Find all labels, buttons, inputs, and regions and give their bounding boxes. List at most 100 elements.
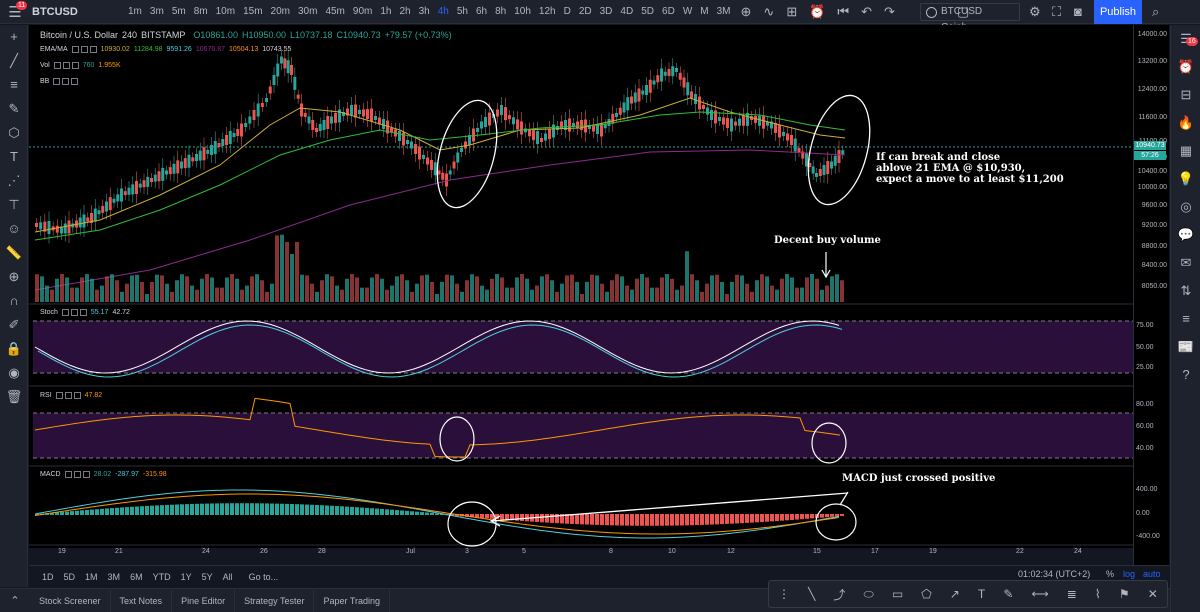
timeframe-45m[interactable]: 45m [325,5,345,17]
tab-strategy-tester[interactable]: Strategy Tester [235,589,315,612]
order-panel-icon[interactable]: ⇅ [1180,283,1192,298]
range-ytd[interactable]: YTD [152,571,171,582]
measure-tool-icon[interactable]: ⟷ [1031,587,1049,601]
crosshair-icon[interactable]: + [10,29,18,44]
timeframe-W[interactable]: W [682,5,693,17]
timeframe-5h[interactable]: 5h [456,5,468,17]
eye-icon[interactable]: ◉ [8,365,20,380]
tab-paper-trading[interactable]: Paper Trading [314,589,391,612]
pattern-icon[interactable]: ⋰ [7,173,21,188]
redo-icon[interactable]: ↷ [884,3,895,19]
ellipse-tool-icon[interactable]: ⬭ [863,586,874,601]
timeframe-1h[interactable]: 1h [380,5,392,17]
timeframe-15m[interactable]: 15m [243,5,263,17]
shape-icon[interactable]: ⬡ [8,125,20,140]
range-1d[interactable]: 1D [42,571,54,582]
timeframe-6D[interactable]: 6D [662,5,675,17]
indicators-icon[interactable]: ∿ [763,3,775,19]
log-scale-toggle[interactable]: log [1123,569,1136,579]
percent-scale-toggle[interactable]: % [1106,569,1115,579]
polygon-tool-icon[interactable]: ⬠ [921,587,932,601]
legend-controls-icon[interactable] [55,392,81,399]
search-icon[interactable]: ⌕ [1152,3,1160,19]
timeframe-5m[interactable]: 5m [171,5,186,17]
callout-tool-icon[interactable]: ✎ [1003,587,1014,601]
tab-stock-screener[interactable]: Stock Screener [30,589,111,612]
ideas-icon[interactable]: 💡 [1177,171,1195,186]
alert-icon[interactable]: ⏰ [809,3,826,19]
arrow-tool-icon[interactable]: ↗ [949,587,960,601]
timeframe-20m[interactable]: 20m [270,5,290,17]
data-window-icon[interactable]: ⊟ [1180,87,1192,102]
legend-controls-icon[interactable] [64,471,90,478]
replay-icon[interactable]: ⏮ [837,3,850,19]
brush-tool-icon[interactable]: ⌇ [1094,587,1101,601]
flag-tool-icon[interactable]: ⚑ [1118,587,1130,601]
symbol-name[interactable]: BTCUSD [32,5,78,18]
compare-icon[interactable]: ⊕ [740,3,752,19]
hotlists-icon[interactable]: 🔥 [1177,115,1195,130]
timeframe-3h[interactable]: 3h [418,5,430,17]
drag-handle-icon[interactable]: ⋮ [778,587,791,601]
text-tool-icon[interactable]: T [977,587,986,601]
timeframe-10h[interactable]: 10h [514,5,531,17]
layout-icon[interactable]: ▢ [956,3,970,19]
rectangle-tool-icon[interactable]: ▭ [891,587,904,601]
range-5d[interactable]: 5D [63,571,76,582]
zoom-icon[interactable]: ⊕ [8,269,20,284]
icons-icon[interactable]: ☺ [7,221,21,236]
timeframe-2D[interactable]: 2D [578,5,592,17]
news-icon[interactable]: 📰 [1177,339,1195,354]
trash-icon[interactable]: 🗑 [5,389,23,404]
timeframe-6h[interactable]: 6h [475,5,488,17]
camera-icon[interactable]: ◙ [1074,3,1082,19]
path-tool-icon[interactable]: ⤴ [833,587,846,602]
timeframe-12h[interactable]: 12h [538,5,556,17]
close-icon[interactable]: ✕ [1147,587,1158,601]
publish-button[interactable]: Publish [1094,0,1142,24]
legend-controls-icon[interactable] [53,62,79,69]
help-icon[interactable]: ? [1182,367,1190,382]
range-1m[interactable]: 1M [85,571,98,582]
range-5y[interactable]: 5Y [201,571,213,582]
timeframe-4D[interactable]: 4D [620,5,634,17]
timeframe-4h[interactable]: 4h [437,5,449,17]
line-tool-icon[interactable]: ╲ [808,587,816,601]
timeframe-3M[interactable]: 3M [716,5,731,17]
legend-controls-icon[interactable] [53,78,79,85]
goto-button[interactable]: Go to... [248,571,279,582]
streams-icon[interactable]: ◎ [1180,199,1192,214]
range-all[interactable]: All [222,571,233,582]
timeframe-2h[interactable]: 2h [399,5,411,17]
trendline-icon[interactable]: ╱ [10,53,18,68]
brush-icon[interactable]: ✎ [8,101,20,116]
magnet-icon[interactable]: ∩ [9,293,19,308]
legend-controls-icon[interactable] [61,309,87,316]
stay-drawing-icon[interactable]: ✐ [8,317,20,332]
calendar-icon[interactable]: ▦ [1179,143,1193,158]
collapse-icon[interactable]: ⌃ [10,595,20,607]
fullscreen-icon[interactable]: ⛶ [1052,3,1062,19]
timeframe-3m[interactable]: 3m [149,5,164,17]
prediction-icon[interactable]: ⊤ [8,197,20,212]
settings-icon[interactable]: ⚙ [1029,3,1041,19]
timeframe-3D[interactable]: 3D [599,5,613,17]
timeframe-10m[interactable]: 10m [215,5,236,17]
fib-tool-icon[interactable]: ≣ [1066,587,1077,601]
timeframe-8h[interactable]: 8h [495,5,507,17]
timeframe-1m[interactable]: 1m [128,5,142,17]
tab-text-notes[interactable]: Text Notes [111,589,173,612]
private-chat-icon[interactable]: ✉ [1180,255,1192,270]
measure-icon[interactable]: 📏 [5,245,23,260]
lock-icon[interactable]: 🔒 [5,341,23,356]
timeframe-90m[interactable]: 90m [352,5,373,17]
timeframe-30m[interactable]: 30m [297,5,318,17]
timeframe-5D[interactable]: 5D [641,5,655,17]
dom-icon[interactable]: ≡ [1182,311,1190,326]
range-1y[interactable]: 1Y [180,571,192,582]
fib-icon[interactable]: ≡ [10,77,18,92]
alerts-icon[interactable]: ⏰ [1177,59,1195,74]
chat-icon[interactable]: 💬 [1177,227,1195,242]
tab-pine-editor[interactable]: Pine Editor [172,589,236,612]
range-6m[interactable]: 6M [130,571,143,582]
